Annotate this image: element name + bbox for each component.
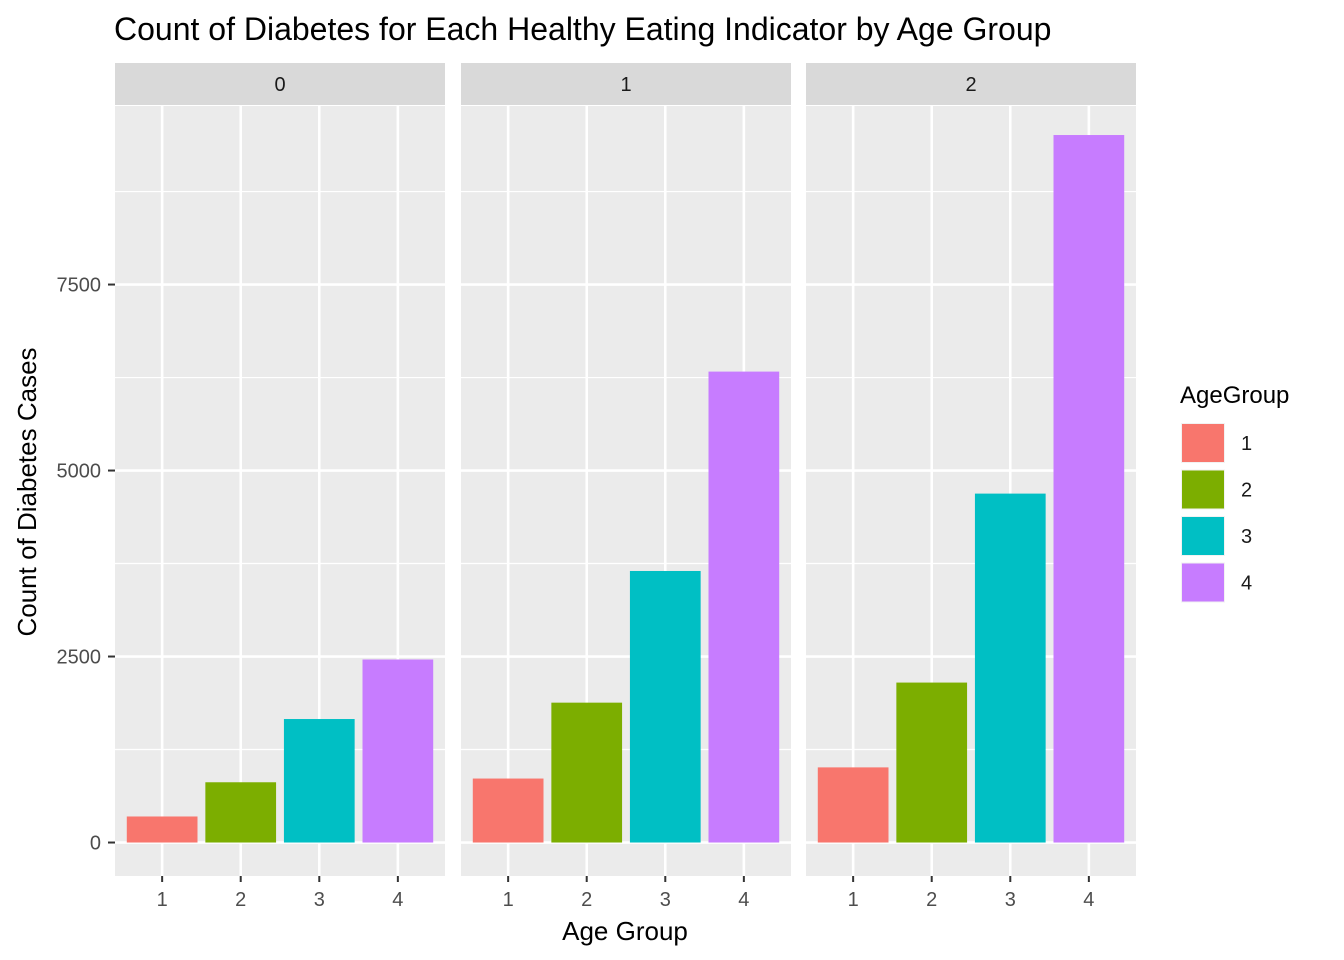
facet-strip-label: 1 [620,74,631,96]
legend-label-3: 3 [1241,526,1252,548]
x-tick-label: 4 [392,889,403,911]
facet-strip [806,63,1136,105]
x-tick-label: 1 [503,889,514,911]
legend-label-2: 2 [1241,480,1252,502]
x-tick-label: 3 [1005,889,1016,911]
bar-facet-0-group-4 [362,659,434,843]
facet-panels: 0 1 2 3 4 1 1 2 3 4 2 1 2 3 4 [115,63,1136,911]
y-tick-label: 7500 [57,275,102,297]
x-tick-label: 3 [314,889,325,911]
y-tick-label: 2500 [57,647,102,669]
facet-panel-1: 1 1 2 3 4 [461,63,791,911]
facet-panel-0: 0 1 2 3 4 [115,63,445,911]
bar-facet-2-group-4 [1053,135,1125,843]
bar-facet-2-group-1 [817,767,889,843]
y-tick-label: 5000 [57,461,102,483]
x-tick-label: 2 [581,889,592,911]
facet-strip-label: 2 [965,74,976,96]
facet-strip [115,63,445,105]
bar-facet-1-group-1 [472,778,544,843]
legend-label-4: 4 [1241,573,1252,595]
bar-facet-1-group-2 [551,702,623,843]
y-axis: 0 2500 5000 7500 [57,275,115,855]
legend-swatch-1 [1182,424,1224,462]
y-axis-label: Count of Diabetes Cases [12,347,42,636]
legend: AgeGroup 1 2 3 4 [1180,382,1289,603]
legend-keys: 1 2 3 4 [1181,423,1252,603]
facet-panel-2: 2 1 2 3 4 [806,63,1136,911]
legend-swatch-4 [1182,563,1224,602]
y-tick-label: 0 [90,833,101,855]
facet-strip [461,63,791,105]
legend-title: AgeGroup [1180,382,1289,409]
legend-swatch-2 [1182,470,1224,509]
legend-label-1: 1 [1241,433,1252,455]
facet-strip-label: 0 [274,74,285,96]
chart-title: Count of Diabetes for Each Healthy Eatin… [114,11,1051,47]
x-tick-label: 3 [660,889,671,911]
x-tick-label: 2 [235,889,246,911]
x-tick-label: 1 [848,889,859,911]
x-tick-label: 4 [1083,889,1094,911]
x-tick-label: 4 [738,889,749,911]
bar-facet-2-group-2 [896,682,968,843]
x-tick-label: 2 [926,889,937,911]
legend-swatch-3 [1182,517,1224,555]
bar-facet-1-group-3 [629,570,701,843]
bar-facet-2-group-3 [974,493,1046,843]
bar-facet-0-group-1 [126,816,198,843]
bar-facet-1-group-4 [708,371,780,843]
bar-facet-0-group-2 [205,782,277,843]
bar-facet-0-group-3 [283,719,355,843]
x-axis-label: Age Group [562,916,688,946]
x-tick-label: 1 [157,889,168,911]
